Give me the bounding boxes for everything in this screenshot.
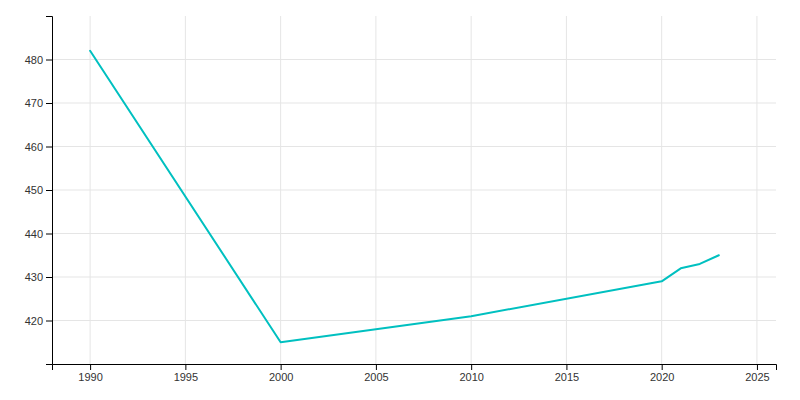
y-tick-label: 480 <box>25 54 43 66</box>
grid-line-y <box>52 103 776 104</box>
y-tick-label: 460 <box>25 141 43 153</box>
y-tick-mark <box>46 190 52 191</box>
x-tick-label: 1995 <box>174 371 198 383</box>
y-tick-mark <box>46 103 52 104</box>
x-tick: 2025 <box>745 364 769 383</box>
x-tick: 1990 <box>78 364 102 383</box>
x-tick: 2000 <box>269 364 293 383</box>
y-tick-label: 430 <box>25 271 43 283</box>
x-tick-label: 2010 <box>459 371 483 383</box>
x-tick-mark <box>662 364 663 370</box>
x-tick: 2010 <box>459 364 483 383</box>
y-tick: 440 <box>25 228 52 240</box>
x-tick-mark <box>376 364 377 370</box>
y-tick-mark <box>46 234 52 235</box>
y-tick-mark <box>46 147 52 148</box>
y-tick-mark <box>46 321 52 322</box>
x-tick-label: 2025 <box>745 371 769 383</box>
x-tick-mark <box>185 364 186 370</box>
x-tick-label: 2020 <box>650 371 674 383</box>
y-tick-label: 420 <box>25 315 43 327</box>
chart-svg: 1990 1995 2000 2005 2010 2015 2020 2025 420 430 44… <box>0 0 800 400</box>
data-line <box>90 51 719 342</box>
x-axis-line <box>53 365 777 371</box>
x-tick-label: 2015 <box>555 371 579 383</box>
y-tick: 450 <box>25 184 52 196</box>
x-tick-label: 2000 <box>269 371 293 383</box>
x-tick-mark <box>471 364 472 370</box>
x-tick-label: 2005 <box>364 371 388 383</box>
x-axis: 1990 1995 2000 2005 2010 2015 2020 2025 <box>53 364 777 383</box>
grid-line-y <box>52 233 776 234</box>
grid <box>52 16 776 364</box>
y-tick-mark <box>46 60 52 61</box>
y-axis-line <box>46 17 53 365</box>
y-tick: 460 <box>25 141 52 153</box>
x-tick-mark <box>281 364 282 370</box>
grid-line-y <box>52 320 776 321</box>
y-axis: 420 430 440 450 460 470 480 <box>25 17 53 365</box>
x-tick: 2005 <box>364 364 388 383</box>
x-tick: 2020 <box>650 364 674 383</box>
y-tick: 420 <box>25 315 52 327</box>
chart-container: 1990 1995 2000 2005 2010 2015 2020 2025 420 430 44… <box>0 0 800 400</box>
y-tick-label: 450 <box>25 184 43 196</box>
plot-area <box>90 51 719 342</box>
grid-line-y <box>52 190 776 191</box>
y-tick: 470 <box>25 97 52 109</box>
x-tick-label: 1990 <box>78 371 102 383</box>
y-tick-label: 470 <box>25 97 43 109</box>
grid-line-y <box>52 146 776 147</box>
x-tick: 2015 <box>555 364 579 383</box>
y-tick-label: 440 <box>25 228 43 240</box>
grid-line-y <box>52 59 776 60</box>
x-tick-mark <box>757 364 758 370</box>
x-tick-mark <box>566 364 567 370</box>
y-tick: 430 <box>25 271 52 283</box>
x-tick: 1995 <box>174 364 198 383</box>
y-tick: 480 <box>25 54 52 66</box>
y-tick-mark <box>46 277 52 278</box>
x-tick-mark <box>90 364 91 370</box>
